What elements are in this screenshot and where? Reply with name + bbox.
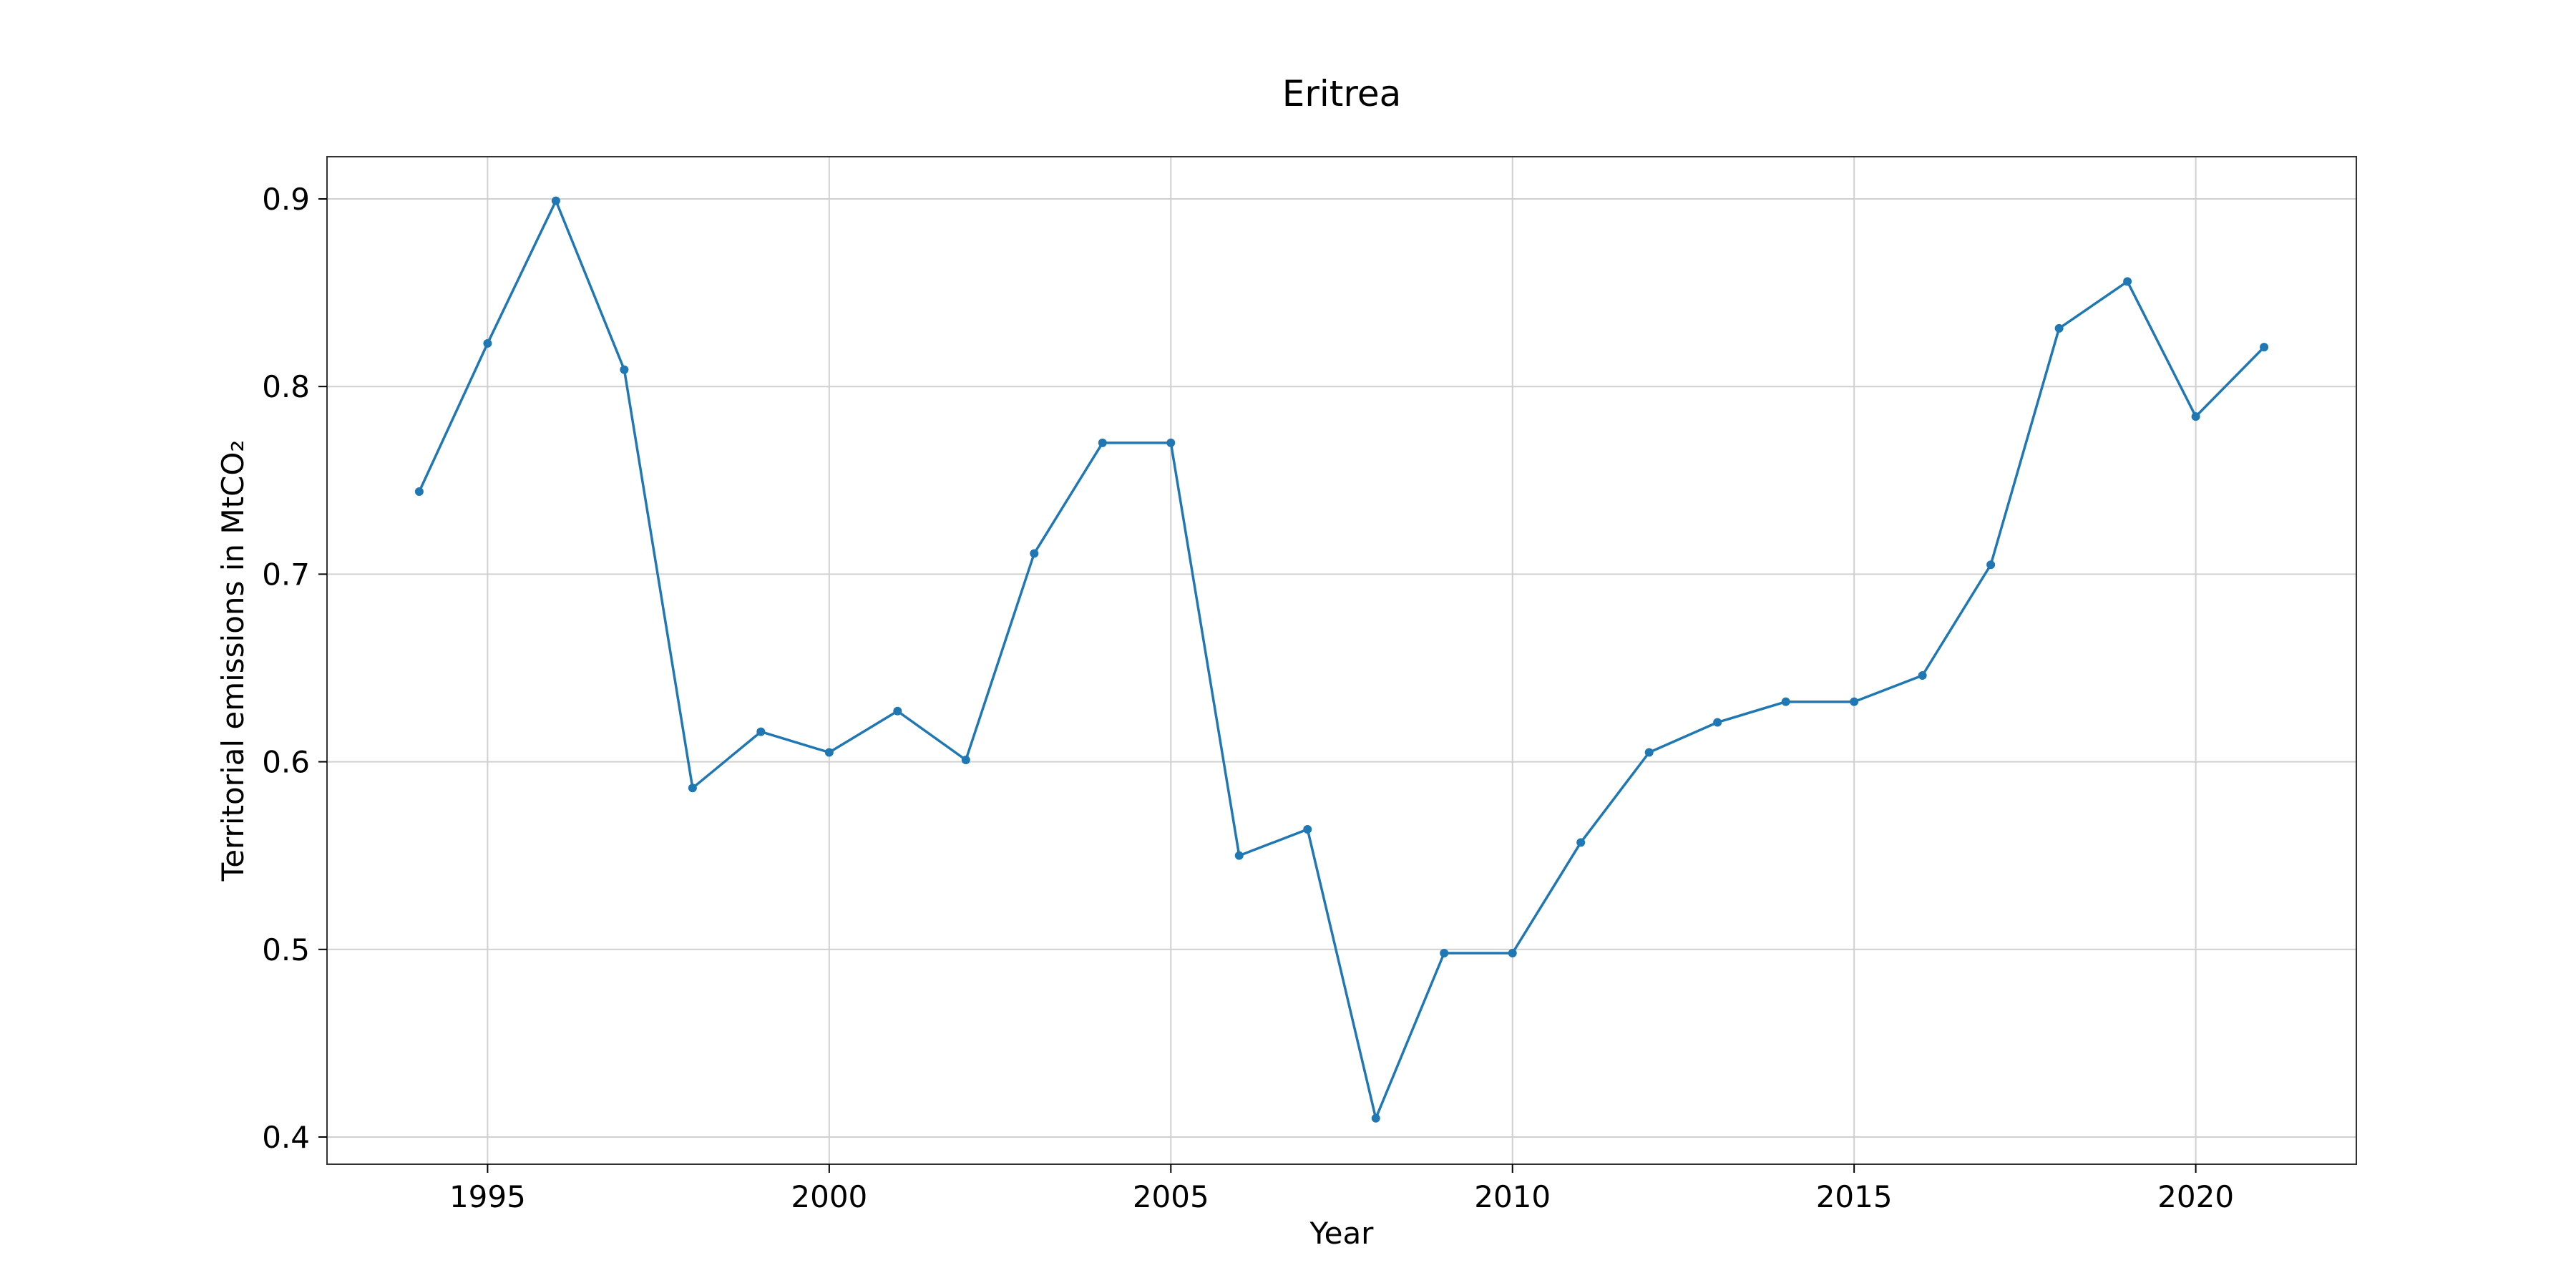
data-point [961,755,970,764]
grid-lines [327,157,2356,1164]
data-point [1986,560,1996,570]
data-point [414,487,424,497]
data-point [2054,323,2064,333]
data-point [1918,670,1927,680]
data-point [893,706,902,716]
data-point [620,365,629,374]
chart-title: Eritrea [1282,73,1402,114]
axis-ticks: 1995 2000 2005 2010 2015 2020 0.4 0.5 0.6 0.7 0.8 0… [262,182,2234,1214]
x-tick-label: 2015 [1816,1179,1893,1214]
x-tick-label: 2000 [791,1179,867,1214]
data-point [2191,412,2200,421]
plot-area-frame [326,156,2357,1165]
data-series [414,196,2269,1123]
x-tick-label: 2005 [1133,1179,1209,1214]
data-point [1644,748,1654,757]
y-tick-label: 0.4 [262,1120,310,1155]
data-point [1508,949,1517,958]
series-line [418,199,2265,1120]
data-point [1781,697,1790,706]
x-axis-label: Year [1309,1216,1375,1251]
y-tick-label: 0.9 [262,182,310,217]
y-tick-label: 0.8 [262,369,310,404]
data-point [1166,438,1176,447]
data-point [688,784,697,793]
data-point [1850,697,1859,706]
data-point [756,727,766,736]
data-point [1030,549,1039,558]
data-point [551,196,560,205]
x-tick-label: 1995 [449,1179,526,1214]
data-point [1303,824,1312,834]
data-point [824,748,834,757]
y-tick-label: 0.5 [262,932,310,967]
data-point [2260,343,2269,352]
data-point [1098,438,1107,447]
data-point [1371,1113,1380,1123]
data-point [1234,851,1244,860]
x-tick-label: 2010 [1474,1179,1551,1214]
x-tick-label: 2020 [2157,1179,2234,1214]
data-point [2123,277,2132,286]
data-point [1440,949,1449,958]
data-point [1576,838,1586,847]
y-tick-label: 0.7 [262,557,310,592]
data-point [1713,718,1722,727]
y-axis-label: Territorial emissions in MtCO₂ [215,440,250,882]
y-tick-label: 0.6 [262,745,310,780]
data-point [483,338,492,348]
